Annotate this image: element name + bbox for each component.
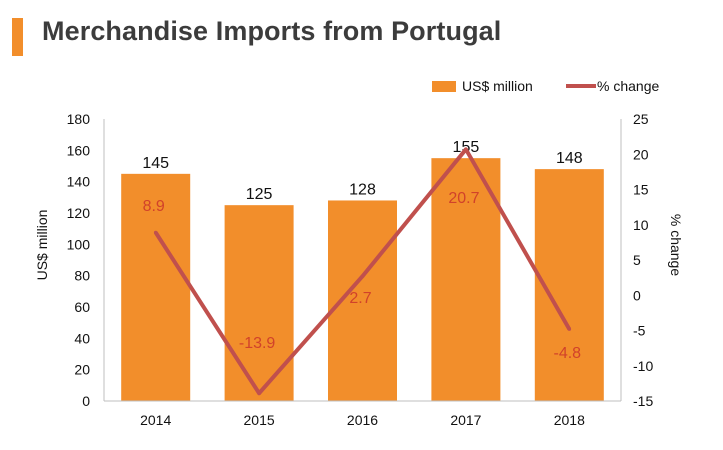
line-value-label: -13.9 [239, 335, 276, 352]
x-tick-label: 2018 [554, 412, 585, 428]
y2-tick-label: 25 [633, 111, 649, 127]
y-tick-label: 120 [67, 205, 91, 221]
y-tick-label: 0 [82, 393, 90, 409]
legend-bar-swatch [432, 81, 456, 92]
bar [431, 158, 501, 401]
y-tick-label: 80 [74, 268, 90, 284]
y2-tick-label: 10 [633, 217, 649, 233]
y-tick-label: 60 [74, 299, 90, 315]
y-axis-title: US$ million [34, 210, 50, 281]
bar-value-label: 145 [142, 155, 169, 172]
y2-axis-title: % change [668, 214, 684, 276]
y-tick-label: 140 [67, 174, 91, 190]
x-tick-label: 2017 [450, 412, 481, 428]
y-tick-label: 20 [74, 362, 90, 378]
legend-bar-label: US$ million [462, 78, 533, 94]
bar-value-label: 125 [246, 186, 273, 203]
bar-value-label: 148 [556, 150, 583, 167]
legend-line-label: % change [597, 78, 659, 94]
bar [534, 169, 604, 401]
legend: US$ million % change [432, 78, 659, 94]
line-point [464, 147, 468, 152]
line-value-label: 2.7 [349, 290, 371, 307]
y2-tick-label: -5 [633, 323, 646, 339]
y2-tick-label: 5 [633, 252, 641, 268]
bar [224, 205, 294, 401]
line-value-label: 20.7 [448, 190, 479, 207]
y-tick-label: 160 [67, 142, 91, 158]
title-accent-bar [12, 18, 23, 56]
x-tick-label: 2016 [347, 412, 378, 428]
page-title: Merchandise Imports from Portugal [42, 16, 502, 46]
x-tick-label: 2015 [244, 412, 275, 428]
line-point [257, 391, 261, 396]
y2-tick-label: 20 [633, 146, 649, 162]
y-tick-label: 180 [67, 111, 91, 127]
line-point [360, 274, 365, 279]
y-tick-label: 100 [67, 236, 91, 252]
y2-tick-label: -15 [633, 393, 653, 409]
line-value-label: 8.9 [143, 198, 165, 215]
line-point [567, 327, 572, 331]
line-point [153, 230, 158, 235]
y2-tick-label: 15 [633, 182, 649, 198]
y2-tick-label: 0 [633, 287, 641, 303]
bar-value-label: 128 [349, 181, 376, 198]
x-tick-label: 2014 [140, 412, 171, 428]
line-value-label: -4.8 [554, 345, 582, 362]
y2-tick-label: -10 [633, 358, 653, 374]
y-tick-label: 40 [74, 330, 90, 346]
bar [121, 173, 191, 401]
